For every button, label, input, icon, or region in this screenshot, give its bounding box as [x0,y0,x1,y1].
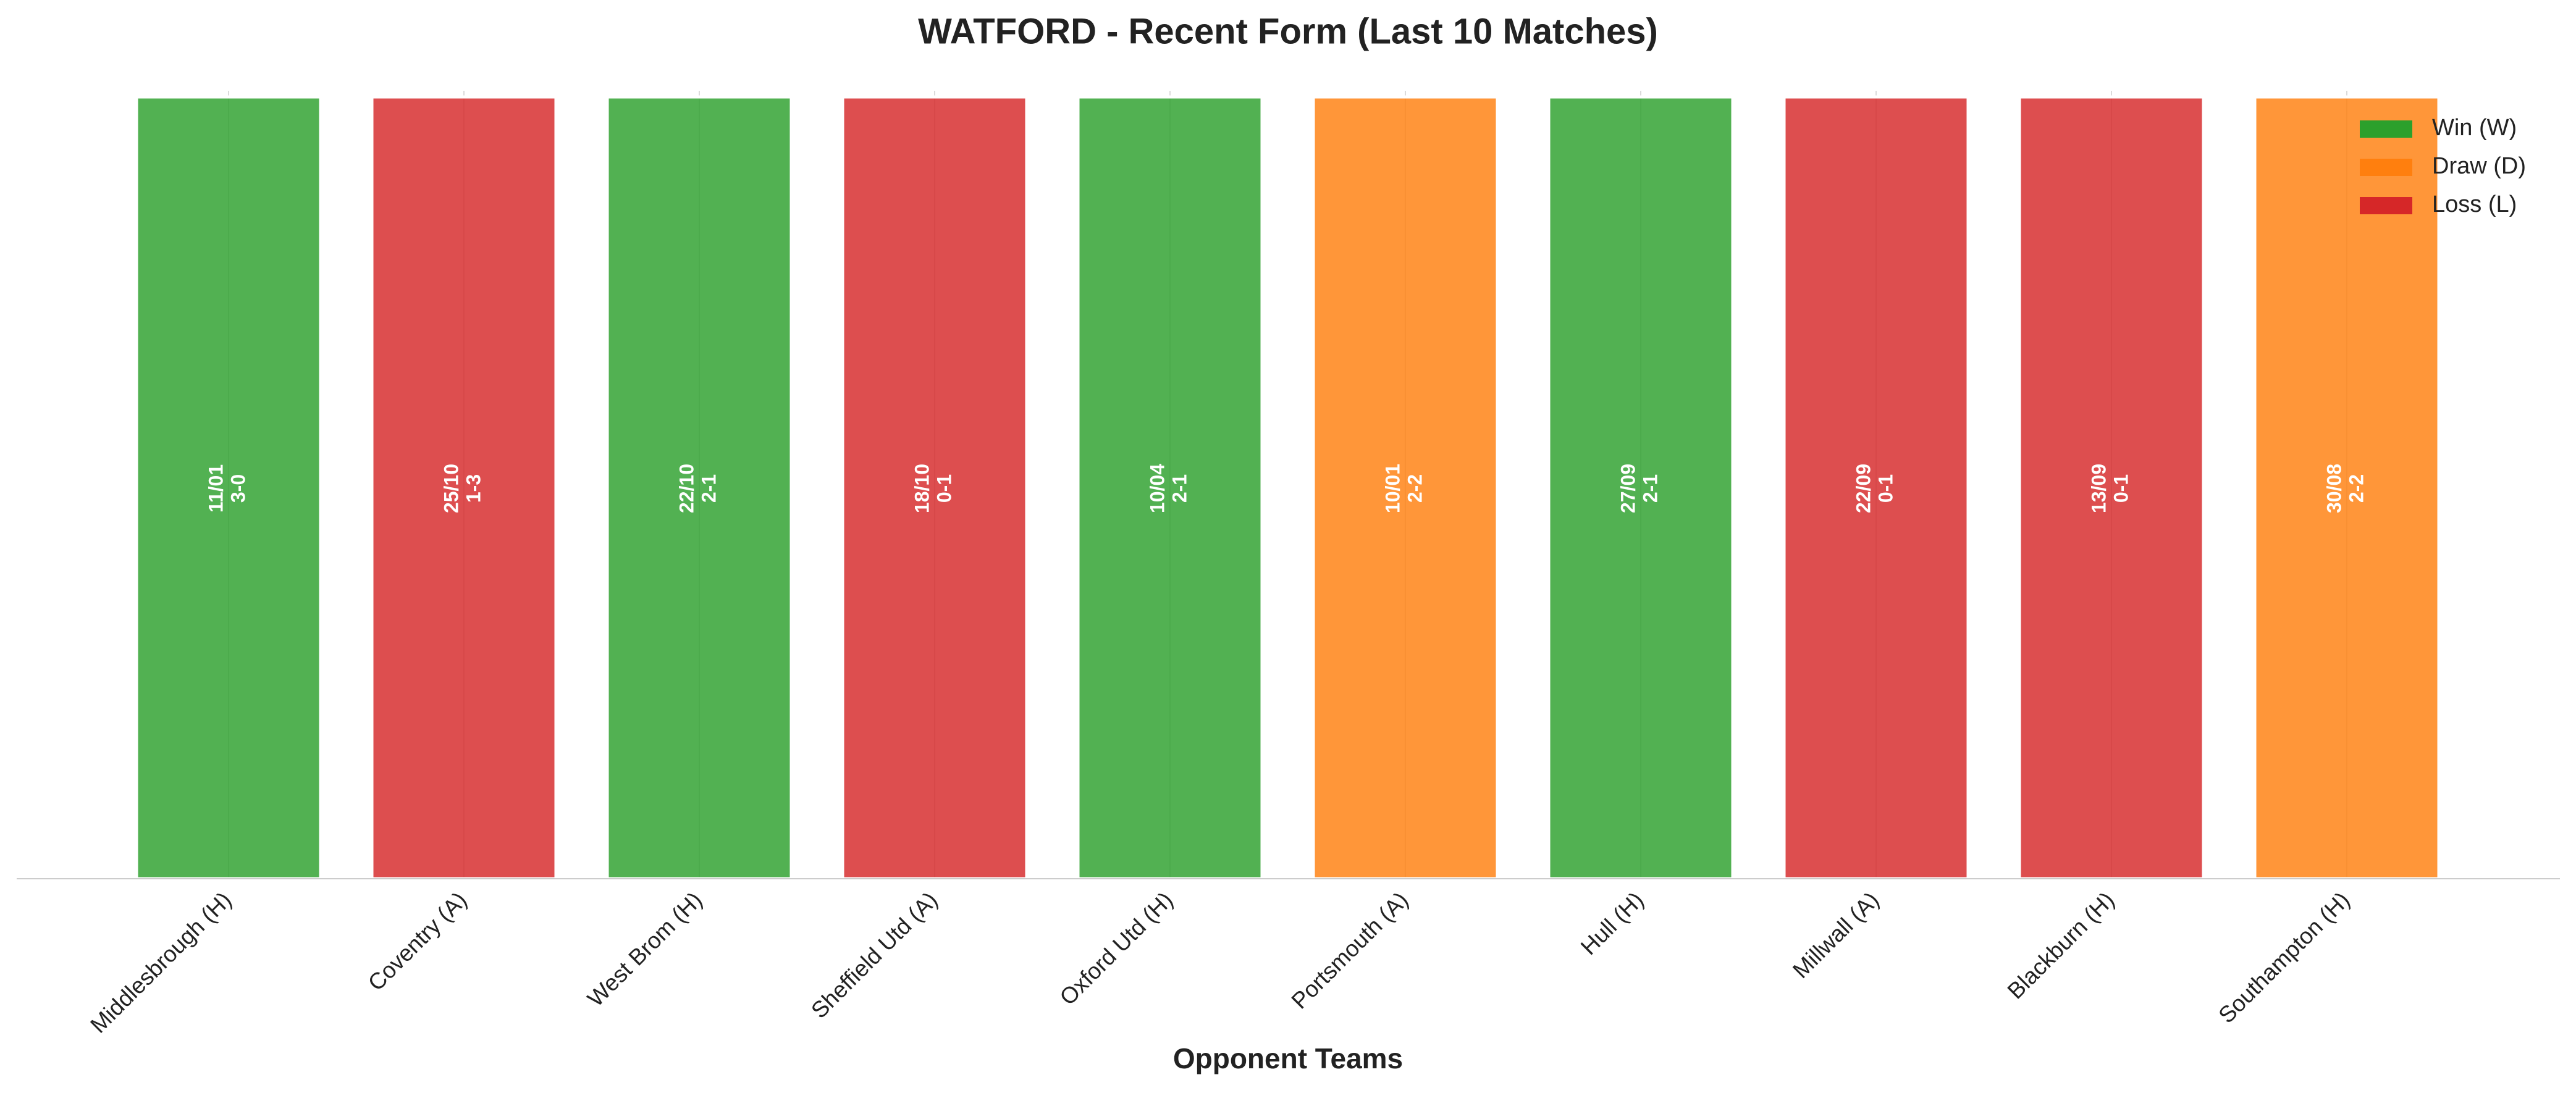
x-tick-label: Hull (H) [1576,887,1649,960]
x-tick-label: West Brom (H) [583,887,707,1011]
date-label: 13/09 [2087,464,2110,513]
date-label: 30/08 [2323,464,2345,513]
bar [1782,95,1970,881]
bar [135,95,322,881]
score-label: 2-1 [1168,474,1190,503]
date-label: 11/01 [204,464,227,513]
score-label: 0-1 [1874,474,1896,503]
bar [2253,95,2441,881]
x-tick-label: Millwall (A) [1788,887,1884,983]
x-tick-label: Southampton (H) [2213,887,2354,1028]
date-label: 10/04 [1146,464,1168,513]
x-tick-label: Oxford Utd (H) [1054,887,1177,1010]
score-label: 2-2 [2345,474,2367,503]
bar [1547,95,1735,881]
score-label: 2-1 [1639,474,1661,503]
date-label: 25/10 [440,464,462,513]
bar [841,95,1029,881]
x-tick-label: Blackburn (H) [2003,887,2119,1004]
score-label: 3-0 [227,474,249,503]
bar [1076,95,1264,881]
bar [2018,95,2205,881]
legend-label: Loss (L) [2432,191,2517,217]
x-tick-label: Sheffield Utd (A) [806,887,942,1023]
legend-swatch [2360,159,2412,176]
score-label: 0-1 [2110,474,2132,503]
date-label: 10/01 [1381,464,1404,513]
legend-label: Draw (D) [2432,153,2526,179]
score-label: 0-1 [933,474,955,503]
chart-title: WATFORD - Recent Form (Last 10 Matches) [918,11,1658,51]
x-tick-label: Middlesbrough (H) [85,887,236,1038]
legend-label: Win (W) [2432,115,2517,141]
date-label: 27/09 [1617,464,1639,513]
legend-swatch [2360,197,2412,214]
score-label: 1-3 [462,474,484,503]
x-tick-label: Portsmouth (A) [1287,887,1413,1014]
date-label: 22/09 [1852,464,1874,513]
bar [370,95,558,881]
date-label: 18/10 [911,464,933,513]
legend-swatch [2360,120,2412,138]
x-axis-label: Opponent Teams [1173,1042,1403,1074]
x-tick-label: Coventry (A) [363,887,472,996]
score-label: 2-1 [697,474,720,503]
score-label: 2-2 [1404,474,1426,503]
date-label: 22/10 [675,464,697,513]
bar [1311,95,1499,881]
